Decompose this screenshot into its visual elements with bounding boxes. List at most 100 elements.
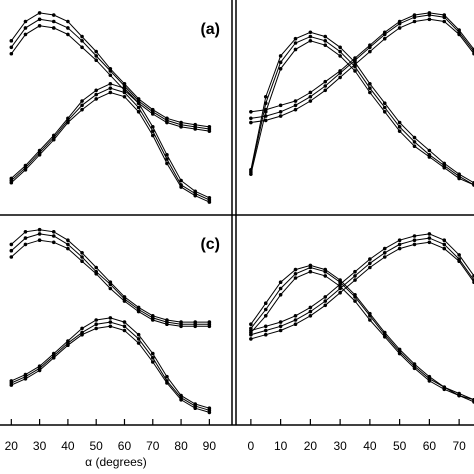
data-point bbox=[338, 54, 342, 58]
data-point bbox=[9, 255, 14, 259]
data-point bbox=[37, 368, 42, 373]
data-point bbox=[412, 135, 417, 140]
x-tick-label: 80 bbox=[174, 439, 188, 453]
data-point bbox=[338, 75, 342, 80]
x-tick-label: 60 bbox=[423, 439, 437, 453]
data-point bbox=[249, 328, 253, 333]
data-point bbox=[382, 251, 387, 255]
data-point bbox=[353, 299, 357, 303]
data-point bbox=[165, 374, 169, 379]
data-point bbox=[323, 299, 328, 303]
data-point bbox=[51, 230, 56, 234]
data-point bbox=[136, 337, 141, 341]
data-point bbox=[179, 125, 183, 129]
data-point bbox=[397, 21, 402, 26]
x-tick-label: 30 bbox=[333, 439, 347, 453]
data-point bbox=[37, 17, 42, 22]
data-point bbox=[207, 129, 212, 133]
data-point bbox=[308, 305, 313, 310]
x-tick-label: 40 bbox=[61, 439, 75, 453]
data-point bbox=[323, 269, 328, 274]
data-point bbox=[382, 32, 387, 37]
panel-label: (c) bbox=[200, 236, 220, 253]
data-point bbox=[51, 19, 56, 24]
data-point bbox=[278, 54, 283, 58]
data-point bbox=[9, 248, 14, 253]
data-point bbox=[94, 88, 98, 93]
data-point bbox=[108, 73, 113, 78]
data-point bbox=[382, 335, 387, 339]
data-point bbox=[51, 356, 56, 360]
data-point bbox=[412, 366, 417, 371]
data-point bbox=[51, 234, 56, 238]
data-point bbox=[457, 259, 461, 264]
x-tick-label: 40 bbox=[363, 439, 377, 453]
data-point bbox=[308, 99, 313, 103]
data-point bbox=[427, 13, 432, 17]
data-point bbox=[293, 267, 298, 272]
data-point bbox=[382, 110, 387, 114]
data-point bbox=[94, 58, 98, 62]
data-point bbox=[165, 161, 169, 166]
data-point bbox=[94, 318, 98, 322]
series-line bbox=[250, 14, 474, 119]
data-point bbox=[263, 101, 268, 105]
data-point bbox=[150, 356, 155, 360]
data-point bbox=[249, 110, 253, 114]
data-point bbox=[457, 32, 461, 37]
data-point bbox=[323, 84, 328, 88]
data-point bbox=[397, 246, 402, 251]
data-point bbox=[323, 79, 328, 84]
data-point bbox=[94, 322, 98, 327]
data-point bbox=[122, 324, 127, 329]
data-point bbox=[397, 120, 402, 125]
data-point bbox=[136, 309, 141, 314]
data-point bbox=[323, 43, 328, 47]
data-point bbox=[278, 60, 283, 65]
data-point bbox=[37, 232, 42, 236]
data-point bbox=[80, 251, 84, 255]
data-point bbox=[80, 255, 84, 259]
data-point bbox=[368, 90, 372, 95]
data-point bbox=[150, 125, 155, 129]
data-point bbox=[397, 125, 402, 129]
data-point bbox=[122, 90, 127, 95]
data-point bbox=[9, 51, 14, 56]
data-point bbox=[412, 242, 417, 247]
x-axis-label: α (degrees) bbox=[85, 455, 147, 469]
data-point bbox=[442, 19, 447, 24]
data-point bbox=[457, 253, 461, 257]
series-line bbox=[250, 12, 474, 113]
data-point bbox=[293, 107, 298, 112]
data-point bbox=[263, 332, 268, 337]
data-point bbox=[382, 101, 387, 105]
data-point bbox=[263, 324, 268, 329]
data-point bbox=[338, 49, 342, 54]
data-point bbox=[37, 227, 42, 232]
data-point bbox=[368, 265, 372, 270]
data-point bbox=[37, 24, 42, 28]
data-point bbox=[308, 309, 313, 314]
data-point bbox=[293, 272, 298, 276]
data-point bbox=[397, 351, 402, 356]
data-point bbox=[263, 314, 268, 318]
data-point bbox=[80, 332, 84, 337]
data-point bbox=[338, 286, 342, 291]
data-point bbox=[427, 236, 432, 240]
data-point bbox=[278, 110, 283, 114]
data-point bbox=[37, 153, 42, 157]
data-point bbox=[23, 236, 28, 240]
data-point bbox=[51, 26, 56, 30]
x-tick-label: 70 bbox=[452, 439, 466, 453]
data-point bbox=[278, 103, 283, 108]
series-line bbox=[250, 36, 474, 186]
data-point bbox=[37, 11, 42, 15]
data-point bbox=[293, 36, 298, 41]
data-point bbox=[94, 326, 98, 331]
data-point bbox=[9, 39, 14, 43]
data-point bbox=[308, 39, 313, 43]
data-point bbox=[427, 232, 432, 236]
series-line bbox=[250, 241, 474, 340]
data-point bbox=[368, 314, 372, 318]
